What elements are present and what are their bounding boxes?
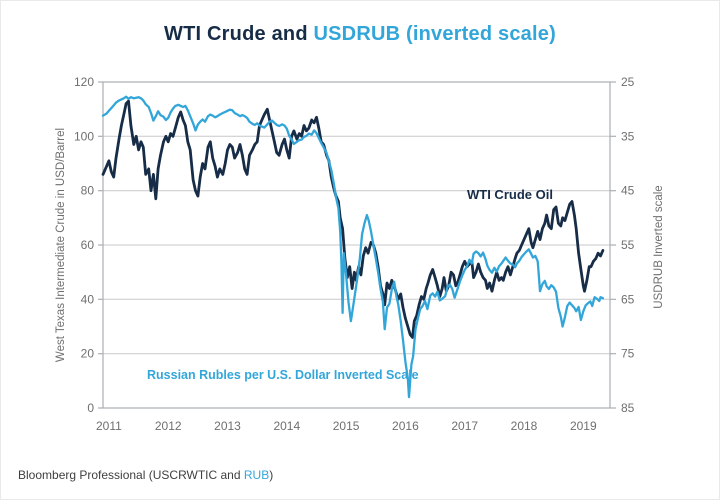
x-axis-tick-label: 2014 xyxy=(273,419,300,433)
x-axis-tick-label: 2012 xyxy=(155,419,182,433)
x-axis-tick-label: 2017 xyxy=(451,419,478,433)
chart-title: WTI Crude and USDRUB (inverted scale) xyxy=(0,23,720,46)
chart-title-highlight: USDRUB (inverted scale) xyxy=(313,23,556,45)
x-axis-tick-label: 2015 xyxy=(333,419,360,433)
source-attribution-suffix: ) xyxy=(269,468,274,482)
left-axis-tick-label: 40 xyxy=(81,292,95,306)
left-axis-title: West Texas Intermediate Crude in USD/Bar… xyxy=(55,127,67,363)
right-axis-tick-label: 75 xyxy=(621,347,635,361)
source-ticker-rub: RUB xyxy=(243,468,270,482)
source-attribution-prefix: Bloomberg Professional (USCRWTIC and xyxy=(18,468,244,482)
source-attribution: Bloomberg Professional (USCRWTIC and RUB… xyxy=(18,468,273,482)
left-axis-tick-label: 60 xyxy=(81,238,95,252)
x-axis-tick-label: 2013 xyxy=(214,419,241,433)
x-axis-tick-label: 2011 xyxy=(96,419,122,433)
right-axis-tick-label: 55 xyxy=(621,238,635,252)
x-axis-tick-label: 2016 xyxy=(392,419,419,433)
wti-series-label: WTI Crude Oil xyxy=(467,187,553,202)
usdrub-line xyxy=(101,95,605,399)
chart-title-prefix: WTI Crude and xyxy=(164,23,314,45)
right-axis-tick-label: 85 xyxy=(621,401,635,415)
left-axis-tick-label: 20 xyxy=(81,347,95,361)
right-axis-tick-label: 45 xyxy=(621,184,635,198)
left-axis-tick-label: 0 xyxy=(87,401,94,415)
right-axis-tick-label: 65 xyxy=(621,292,635,306)
right-axis-tick-label: 35 xyxy=(621,129,635,143)
left-axis-tick-label: 120 xyxy=(74,75,94,89)
left-axis-tick-label: 80 xyxy=(81,184,95,198)
right-axis-title: USDRUB Inverted scale xyxy=(653,185,665,309)
x-axis-tick-label: 2019 xyxy=(570,419,597,433)
usdrub-series-label: Russian Rubles per U.S. Dollar Inverted … xyxy=(147,368,419,382)
left-axis-tick-label: 100 xyxy=(74,129,94,143)
wti-line xyxy=(101,99,605,339)
x-axis-tick-label: 2018 xyxy=(511,419,538,433)
right-axis-tick-label: 25 xyxy=(621,75,635,89)
